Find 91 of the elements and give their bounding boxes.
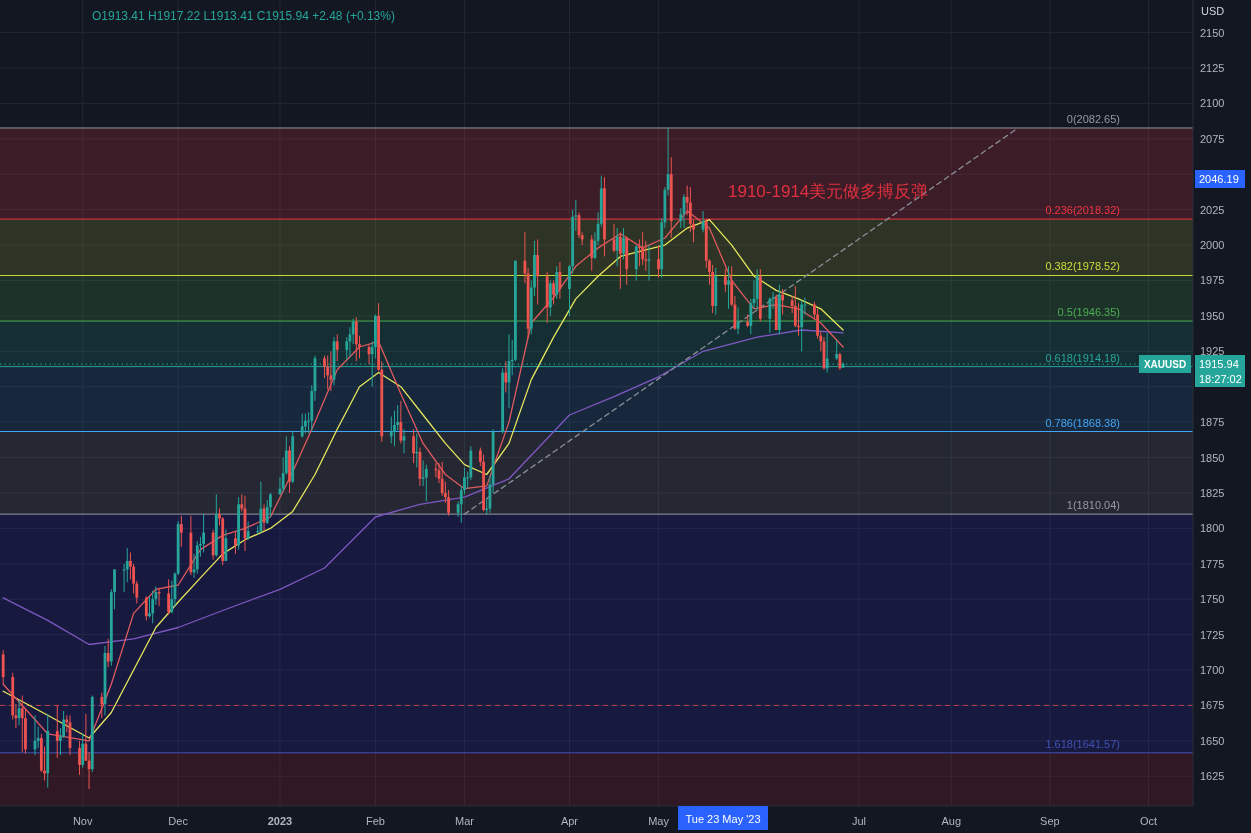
candlestick	[504, 360, 508, 393]
y-tick-label: 1750	[1200, 593, 1225, 606]
y-tick-label: 2125	[1200, 61, 1225, 74]
y-tick-label: 2150	[1200, 26, 1225, 39]
candlestick	[768, 296, 772, 334]
candlestick	[634, 244, 638, 281]
candlestick	[555, 265, 559, 300]
y-tick-label: 2075	[1200, 132, 1225, 145]
y-tick-label: 1650	[1200, 734, 1225, 747]
x-tick-label: Feb	[365, 815, 385, 827]
y-tick-label: 1775	[1200, 557, 1225, 570]
x-tick-label: Nov	[72, 815, 93, 827]
y-tick-label: 1975	[1200, 274, 1225, 287]
y-tick-label: 1700	[1200, 664, 1225, 677]
x-tick-label: 2023	[267, 815, 293, 827]
annotation: 1910-1914美元做多搏反弹	[728, 182, 929, 201]
text: 18:27:02	[1199, 373, 1242, 385]
candlestick	[55, 704, 59, 759]
y-tick-label: 1950	[1200, 309, 1225, 322]
x-tick-label: Oct	[1139, 815, 1158, 827]
candlestick	[536, 238, 540, 306]
candlestick	[211, 529, 215, 561]
text: Tue 23 May '23	[685, 813, 761, 825]
candlestick	[552, 279, 555, 306]
y-tick-label: 2025	[1200, 203, 1225, 216]
ref-line-label: 1.618(1641.57)	[1045, 737, 1120, 750]
y-tick-label: 2000	[1200, 239, 1225, 252]
x-tick-label: Mar	[455, 815, 475, 827]
candlestick	[151, 590, 155, 624]
text: 1915.94	[1199, 358, 1239, 370]
candlestick	[618, 231, 622, 290]
ref-line-label: 0.236(2018.32)	[1045, 204, 1120, 217]
y-tick-label: 1675	[1200, 699, 1225, 712]
candlestick	[389, 415, 393, 444]
y-tick-label: 1925	[1200, 345, 1225, 358]
candlestick	[202, 513, 206, 553]
candlestick	[723, 268, 727, 293]
y-tick-label: 1875	[1200, 416, 1225, 429]
y-tick-label: 1850	[1200, 451, 1225, 464]
ref-line-label: 0.618(1914.18)	[1045, 351, 1120, 364]
text: 2046.19	[1199, 173, 1239, 185]
x-tick-label: Dec	[168, 815, 189, 827]
candlestick	[106, 638, 110, 668]
text: O1913.41 H1917.22 L1913.41 C1915.94 +2.48 (+0.13%)	[92, 9, 395, 23]
candlestick	[615, 227, 619, 267]
candlestick	[157, 587, 161, 607]
y-tick-label: 1725	[1200, 628, 1225, 641]
x-tick-label: Aug	[941, 815, 962, 827]
candlestick	[246, 520, 250, 541]
candlestick	[81, 733, 85, 769]
ref-line-label: 1(1810.04)	[1066, 499, 1120, 512]
candlestick	[835, 339, 839, 361]
candlestick	[657, 244, 660, 279]
candlestick	[148, 595, 151, 619]
x-tick-label: Jul	[851, 815, 866, 827]
x-tick-label: May	[648, 815, 670, 827]
candlestick	[234, 530, 237, 555]
candlestick	[755, 268, 759, 311]
x-tick-label: Sep	[1040, 815, 1060, 827]
candlestick	[335, 333, 339, 362]
candlestick	[727, 265, 730, 310]
candlestick	[167, 578, 171, 616]
candlestick	[100, 692, 104, 719]
x-tick-label: Apr	[560, 815, 579, 827]
ref-line-label: 0.5(1946.35)	[1057, 306, 1120, 319]
candlestick	[412, 428, 415, 464]
candlestick	[326, 355, 330, 391]
candlestick	[179, 515, 183, 548]
ref-line-label: 0.382(1978.52)	[1045, 260, 1120, 273]
candlestick	[647, 244, 651, 281]
candlestick	[300, 413, 304, 439]
candlestick	[424, 464, 428, 502]
candlestick	[224, 529, 228, 562]
y-tick-label: 1625	[1200, 770, 1225, 783]
ref-line-label: 0.786(1868.38)	[1045, 416, 1120, 429]
y-tick-label: 1800	[1200, 522, 1225, 535]
candlestick	[800, 299, 804, 352]
candlestick	[304, 413, 307, 434]
candlestick	[590, 234, 594, 272]
candlestick	[622, 227, 625, 260]
ref-line-label: 0(2082.65)	[1066, 112, 1120, 125]
candlestick	[144, 595, 148, 621]
candlestick	[354, 316, 358, 362]
y-axis-title: USD	[1201, 5, 1225, 17]
candlestick	[78, 740, 81, 776]
y-tick-label: 1825	[1200, 486, 1225, 499]
candlestick	[329, 350, 333, 392]
y-tick-label: 2100	[1200, 97, 1225, 110]
annotation: XAUUSD	[1143, 359, 1187, 370]
candlestick	[781, 288, 785, 315]
candlestick	[1, 649, 5, 685]
